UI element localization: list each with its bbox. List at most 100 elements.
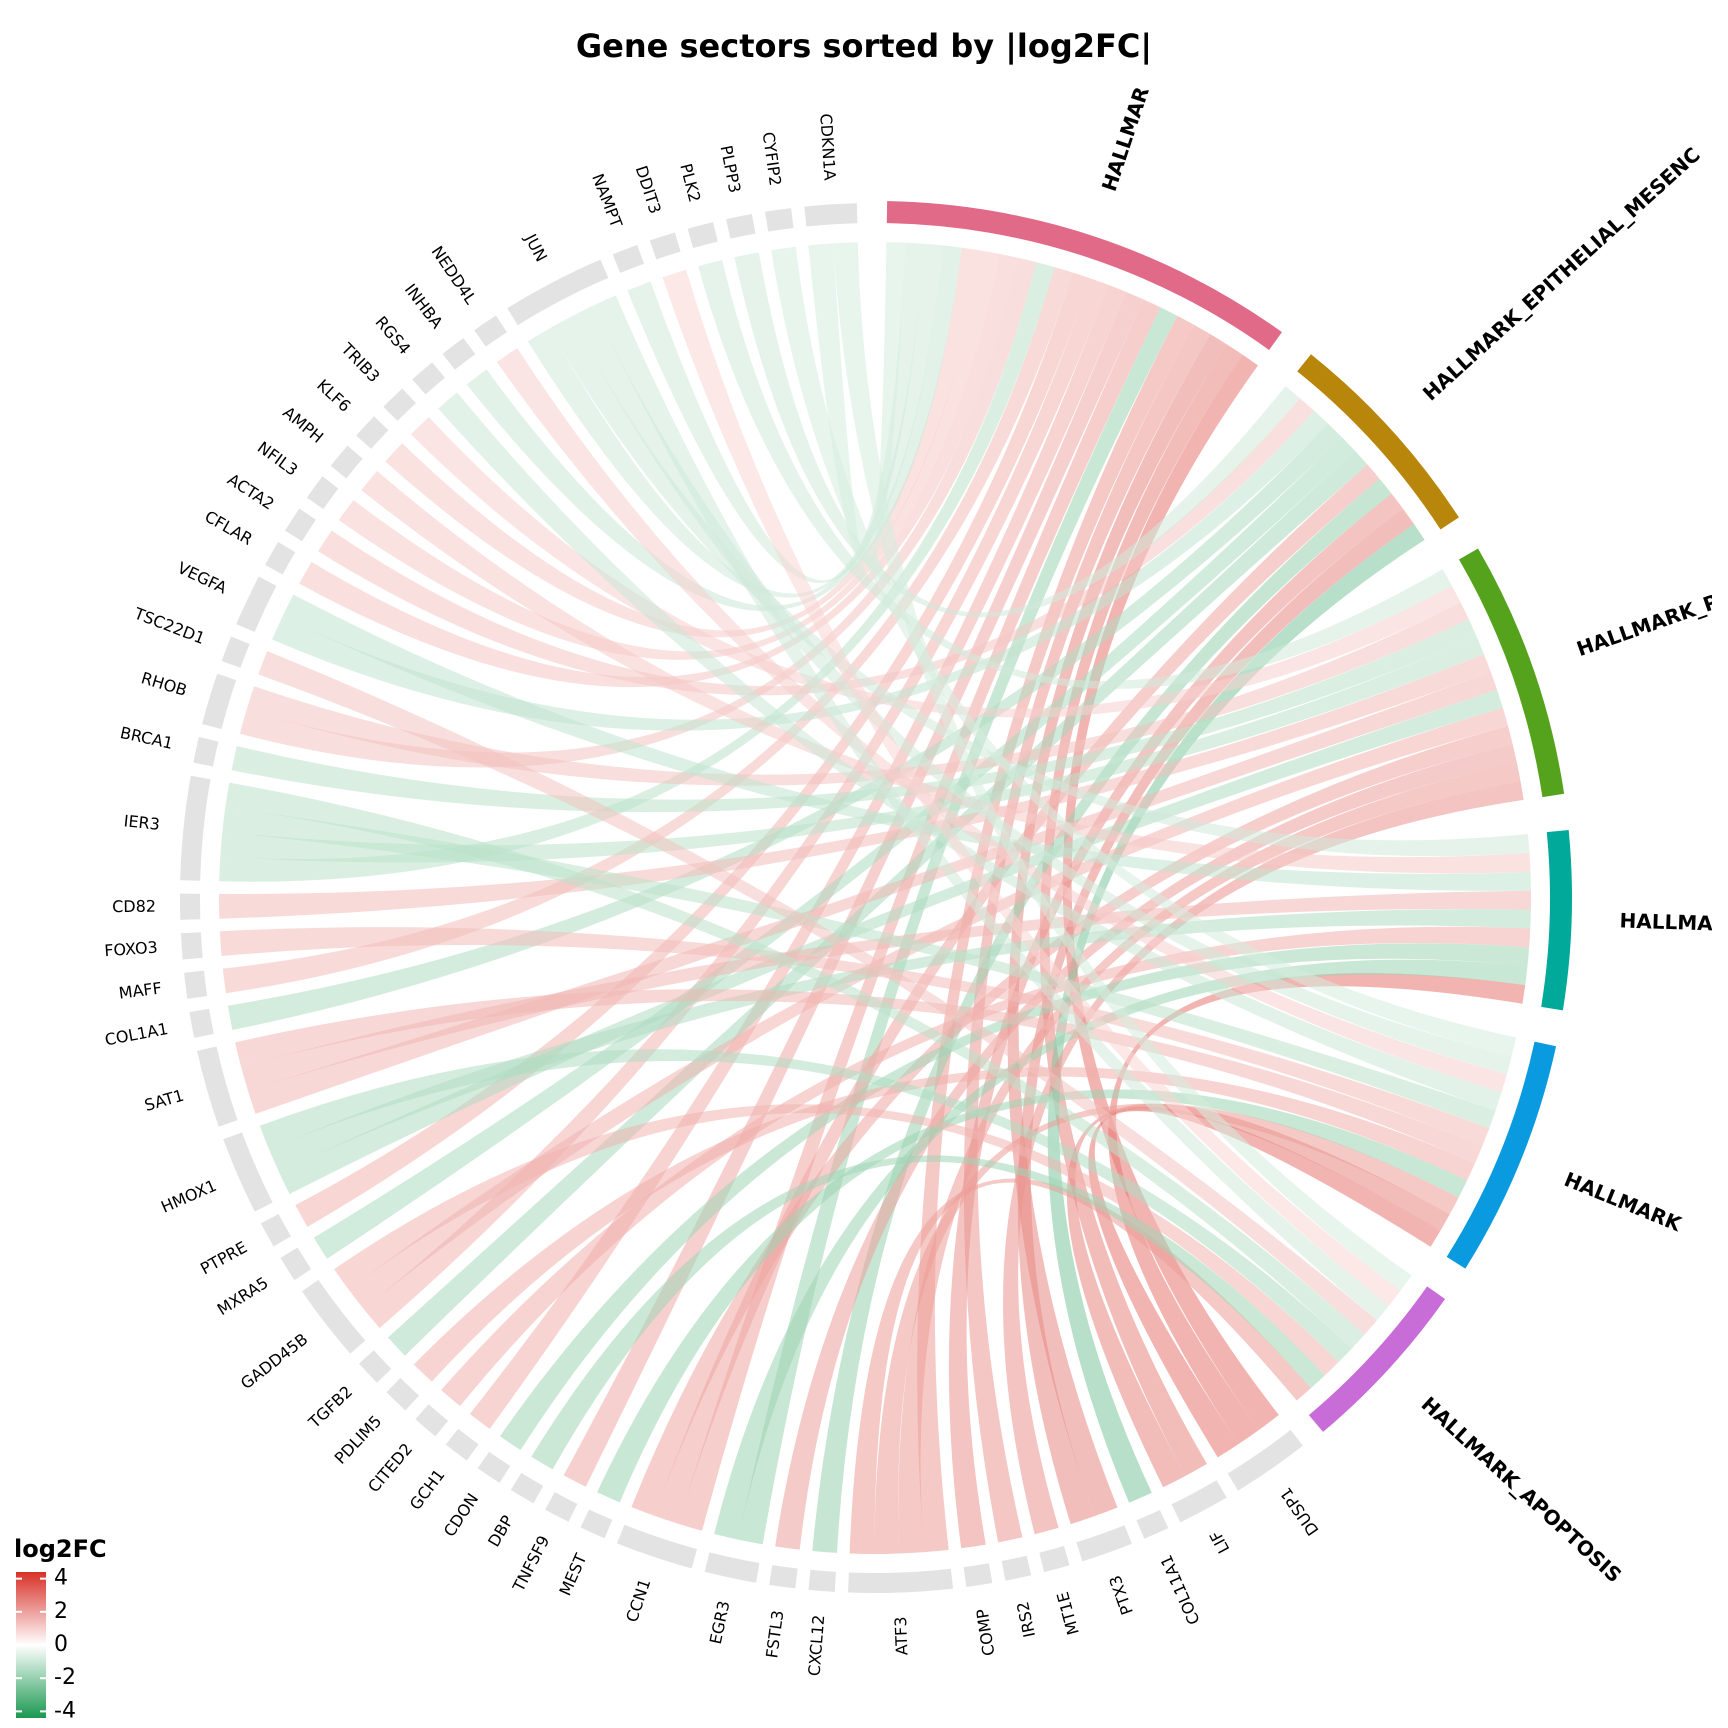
gene-sector	[223, 1132, 273, 1212]
link-ribbon	[963, 324, 1211, 1543]
link-ribbon	[1088, 1106, 1441, 1458]
gene-label: ACTA2	[224, 470, 278, 514]
gene-sector	[612, 244, 645, 273]
gene-label: CD82	[112, 897, 156, 917]
gene-label: FSTL3	[762, 1609, 787, 1659]
link-ribbon	[734, 252, 1300, 618]
gene-sector	[445, 1428, 479, 1461]
gene-label: CXCL12	[805, 1614, 829, 1677]
gene-label: CFLAR	[201, 507, 255, 549]
gene-label: PLK2	[676, 161, 704, 204]
link-ribbon	[231, 619, 1477, 813]
gene-label: PTPRE	[197, 1237, 250, 1278]
link-ribbon	[627, 242, 925, 584]
gene-sector	[963, 1563, 993, 1587]
gene-sector	[726, 213, 756, 239]
gene-label: MT1E	[1053, 1590, 1083, 1637]
gene-label: VEGFA	[175, 558, 230, 598]
link-ribbon	[361, 470, 1531, 874]
legend-tick-label: 2	[54, 1599, 68, 1624]
gene-label: DDIT3	[632, 163, 665, 216]
legend-tick-label: -2	[54, 1665, 76, 1690]
gene-sector	[848, 1568, 954, 1593]
gene-label: ATF3	[891, 1616, 911, 1656]
legend-tick-label: 0	[54, 1632, 68, 1657]
gene-label: DBP	[484, 1512, 517, 1550]
gene-label: AMPH	[279, 403, 327, 447]
gene-label: MXRA5	[214, 1273, 272, 1319]
gene-sector	[180, 932, 203, 960]
gene-label: COL11A1	[1156, 1552, 1203, 1628]
link-ribbon	[219, 927, 1490, 1146]
gene-sector	[285, 508, 316, 542]
link-ribbon	[678, 299, 1161, 1531]
gene-label: IER3	[123, 811, 161, 834]
link-ribbon	[313, 436, 1355, 1259]
gene-label: LIF	[1206, 1527, 1234, 1556]
gene-label: FOXO3	[104, 938, 159, 961]
pathway-sector	[886, 201, 1282, 350]
gene-sector	[202, 673, 237, 729]
pathway-sector	[1541, 829, 1572, 1011]
gene-label: TSC22D1	[131, 603, 208, 648]
gene-sector	[301, 1279, 366, 1354]
gene-sector	[1076, 1525, 1132, 1562]
gene-sector	[769, 1565, 798, 1589]
gene-sector	[507, 259, 609, 326]
legend: log2FC 4 2 0 -2 -4	[14, 1535, 107, 1723]
gene-sector	[221, 636, 250, 668]
gene-label: MAFF	[118, 978, 163, 1002]
gene-sector	[474, 315, 507, 347]
gene-sector	[1039, 1546, 1070, 1573]
link-ribbon	[466, 245, 962, 612]
gene-sector	[545, 1492, 578, 1522]
pathway-sector	[1459, 548, 1565, 798]
gene-sector	[265, 542, 296, 575]
gene-sector	[189, 1008, 214, 1038]
pathway-label: HALLMARK_EPITHELIAL_MESENC	[1418, 142, 1705, 405]
gene-label: GADD45B	[237, 1329, 311, 1393]
gene-label: SAT1	[142, 1086, 186, 1115]
gene-label: RHOB	[139, 668, 189, 700]
gene-sector	[383, 388, 416, 421]
gene-label: NAMPT	[588, 171, 626, 230]
gene-sector	[442, 337, 476, 370]
gene-label: COMP	[973, 1607, 999, 1657]
link-ribbon	[563, 291, 1144, 1487]
gene-sector	[180, 893, 201, 920]
gene-label: CDKN1A	[816, 113, 839, 181]
gene-sector	[184, 970, 208, 999]
gene-sector	[804, 203, 858, 227]
gene-sector	[808, 1569, 836, 1592]
legend-tick-label: -4	[54, 1698, 76, 1723]
ribbons	[219, 242, 1532, 1554]
gene-label: BRCA1	[118, 723, 174, 753]
pathway-sector	[1446, 1041, 1557, 1269]
gene-sector	[704, 1552, 760, 1583]
gene-label: GCH1	[406, 1465, 449, 1513]
pathway-label: HALLMAR	[1097, 84, 1154, 195]
gene-sector	[580, 1509, 613, 1539]
gene-sector	[687, 222, 718, 248]
pathway-label: HALLMARK	[1561, 1167, 1686, 1237]
gene-label: MEST	[555, 1550, 590, 1598]
pathway-sector	[1297, 354, 1459, 530]
gene-label: TNFSF9	[508, 1532, 553, 1595]
gene-label: DUSP1	[1276, 1484, 1322, 1539]
pathway-label: HALLMARK_P5	[1573, 585, 1728, 661]
gene-sector	[180, 775, 211, 881]
gene-label: COL1A1	[103, 1019, 169, 1049]
gene-label: CDON	[440, 1490, 483, 1541]
gene-label: INHBA	[401, 280, 447, 332]
gene-sector	[193, 736, 219, 767]
gene-label: PDLIM5	[331, 1412, 386, 1468]
gene-sector	[1136, 1509, 1169, 1539]
gene-sector	[412, 362, 445, 395]
gene-label: TGFB2	[304, 1382, 356, 1432]
gene-label: TRIB3	[337, 339, 384, 387]
link-ribbon	[268, 909, 1531, 1172]
link-ribbon	[738, 307, 1178, 1545]
legend-title: log2FC	[14, 1535, 107, 1563]
gene-label: KLF6	[313, 375, 354, 415]
